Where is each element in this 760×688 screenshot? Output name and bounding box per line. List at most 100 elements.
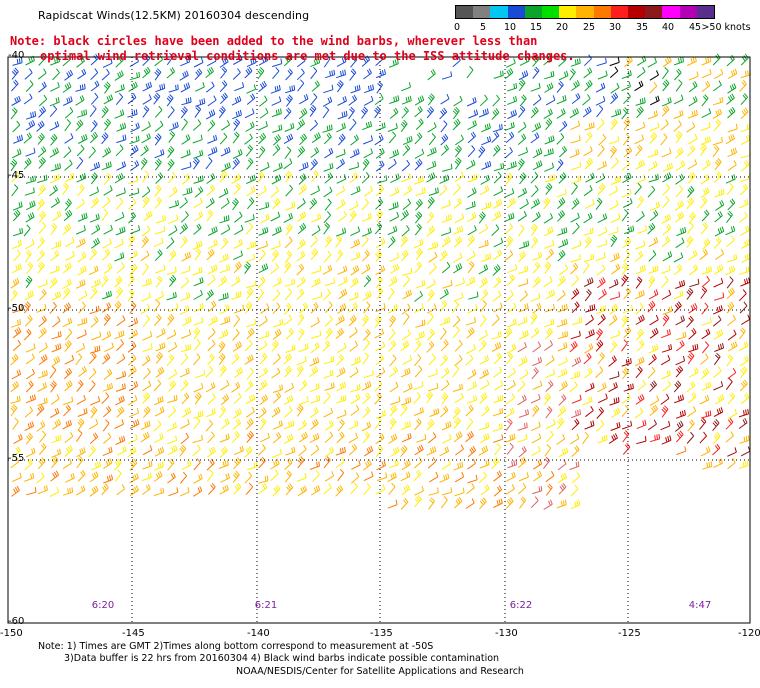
wind-barb (297, 485, 308, 497)
wind-barb (129, 56, 140, 68)
wind-barb (467, 145, 476, 158)
wind-barb (635, 121, 646, 132)
wind-barb (674, 68, 682, 81)
wind-barb (609, 291, 621, 300)
wind-barb (285, 483, 294, 496)
wind-barb (621, 420, 633, 430)
wind-barb (686, 431, 695, 444)
wind-barb (530, 496, 539, 509)
wind-barb (270, 469, 279, 481)
wind-barb (260, 432, 270, 443)
wind-barb (23, 224, 31, 237)
wind-barb (712, 418, 720, 432)
wind-barb (335, 354, 344, 366)
wind-barb (90, 92, 99, 105)
wind-barb (272, 353, 281, 365)
legend-swatch (696, 6, 715, 18)
wind-barb (129, 473, 139, 484)
wind-barb (530, 185, 539, 198)
wind-barb (38, 342, 48, 353)
wind-barb (233, 261, 242, 274)
wind-barb (166, 237, 175, 249)
wind-barb (219, 433, 230, 443)
wind-barb (636, 264, 646, 275)
wind-barb (427, 241, 439, 250)
wind-barb (141, 225, 151, 237)
wind-barb (518, 147, 528, 157)
wind-barb (245, 144, 253, 157)
wind-barb (400, 209, 409, 221)
wind-barb (402, 289, 412, 300)
wind-barb (375, 410, 386, 419)
wind-barb (114, 238, 124, 249)
wind-barb (556, 417, 565, 430)
wind-barb (234, 367, 244, 379)
wind-barb (570, 120, 581, 131)
wind-barb (531, 433, 542, 444)
wind-barb (414, 148, 425, 159)
wind-barb (141, 236, 149, 249)
wind-barb (401, 106, 409, 119)
wind-barb (363, 483, 371, 496)
wind-barb (584, 122, 595, 131)
wind-barb (361, 381, 372, 391)
wind-barb (635, 240, 646, 250)
wind-barb (10, 277, 20, 289)
wind-barb (62, 396, 74, 406)
wind-barb (194, 68, 203, 81)
wind-barb (439, 288, 449, 300)
wind-barb (712, 145, 720, 158)
wind-barb (298, 396, 309, 406)
legend-swatch (559, 6, 577, 18)
wind-barb (259, 330, 270, 340)
wind-barb (635, 276, 643, 289)
wind-barb (557, 318, 568, 328)
wind-barb (532, 66, 540, 79)
wind-barb (324, 198, 332, 211)
wind-barb (167, 145, 175, 159)
wind-barb (532, 356, 543, 367)
wind-barb (272, 432, 282, 444)
wind-barb (127, 365, 137, 378)
wind-barb (544, 70, 555, 80)
wind-barb (649, 132, 658, 144)
wind-barb (713, 264, 724, 275)
wind-barb (89, 248, 97, 261)
wind-barb (168, 186, 178, 198)
wind-barb (700, 187, 710, 198)
wind-barb (114, 300, 122, 313)
wind-barb (556, 499, 567, 509)
legend-swatch (490, 6, 508, 18)
wind-barb (335, 148, 346, 158)
wind-barb (361, 421, 372, 432)
wind-barb (571, 445, 580, 457)
wind-barb (350, 226, 361, 237)
wind-barb (440, 339, 449, 352)
wind-barb (741, 253, 751, 263)
wind-barb (38, 94, 48, 107)
wind-barb (219, 170, 228, 183)
wind-barb (231, 291, 242, 300)
wind-barb (350, 238, 361, 249)
wind-barb (701, 410, 712, 419)
wind-barb (63, 367, 73, 380)
wind-barb (375, 265, 386, 276)
wind-barb (195, 98, 206, 107)
wind-barb (220, 66, 228, 79)
wind-barb (675, 211, 685, 223)
wind-barb (257, 276, 266, 288)
wind-barb (246, 93, 256, 105)
wind-barb (481, 160, 492, 170)
wind-barb (348, 291, 359, 301)
wind-barb (127, 341, 137, 353)
wind-barb (571, 161, 582, 171)
wind-barb (621, 81, 631, 92)
wind-barb (492, 302, 503, 313)
wind-barb (491, 224, 500, 236)
wind-barb (24, 314, 33, 327)
wind-barb (402, 354, 412, 365)
wind-barb (390, 263, 400, 274)
wind-barb (77, 184, 85, 197)
wind-barb (452, 183, 461, 196)
wind-barb (454, 487, 465, 497)
